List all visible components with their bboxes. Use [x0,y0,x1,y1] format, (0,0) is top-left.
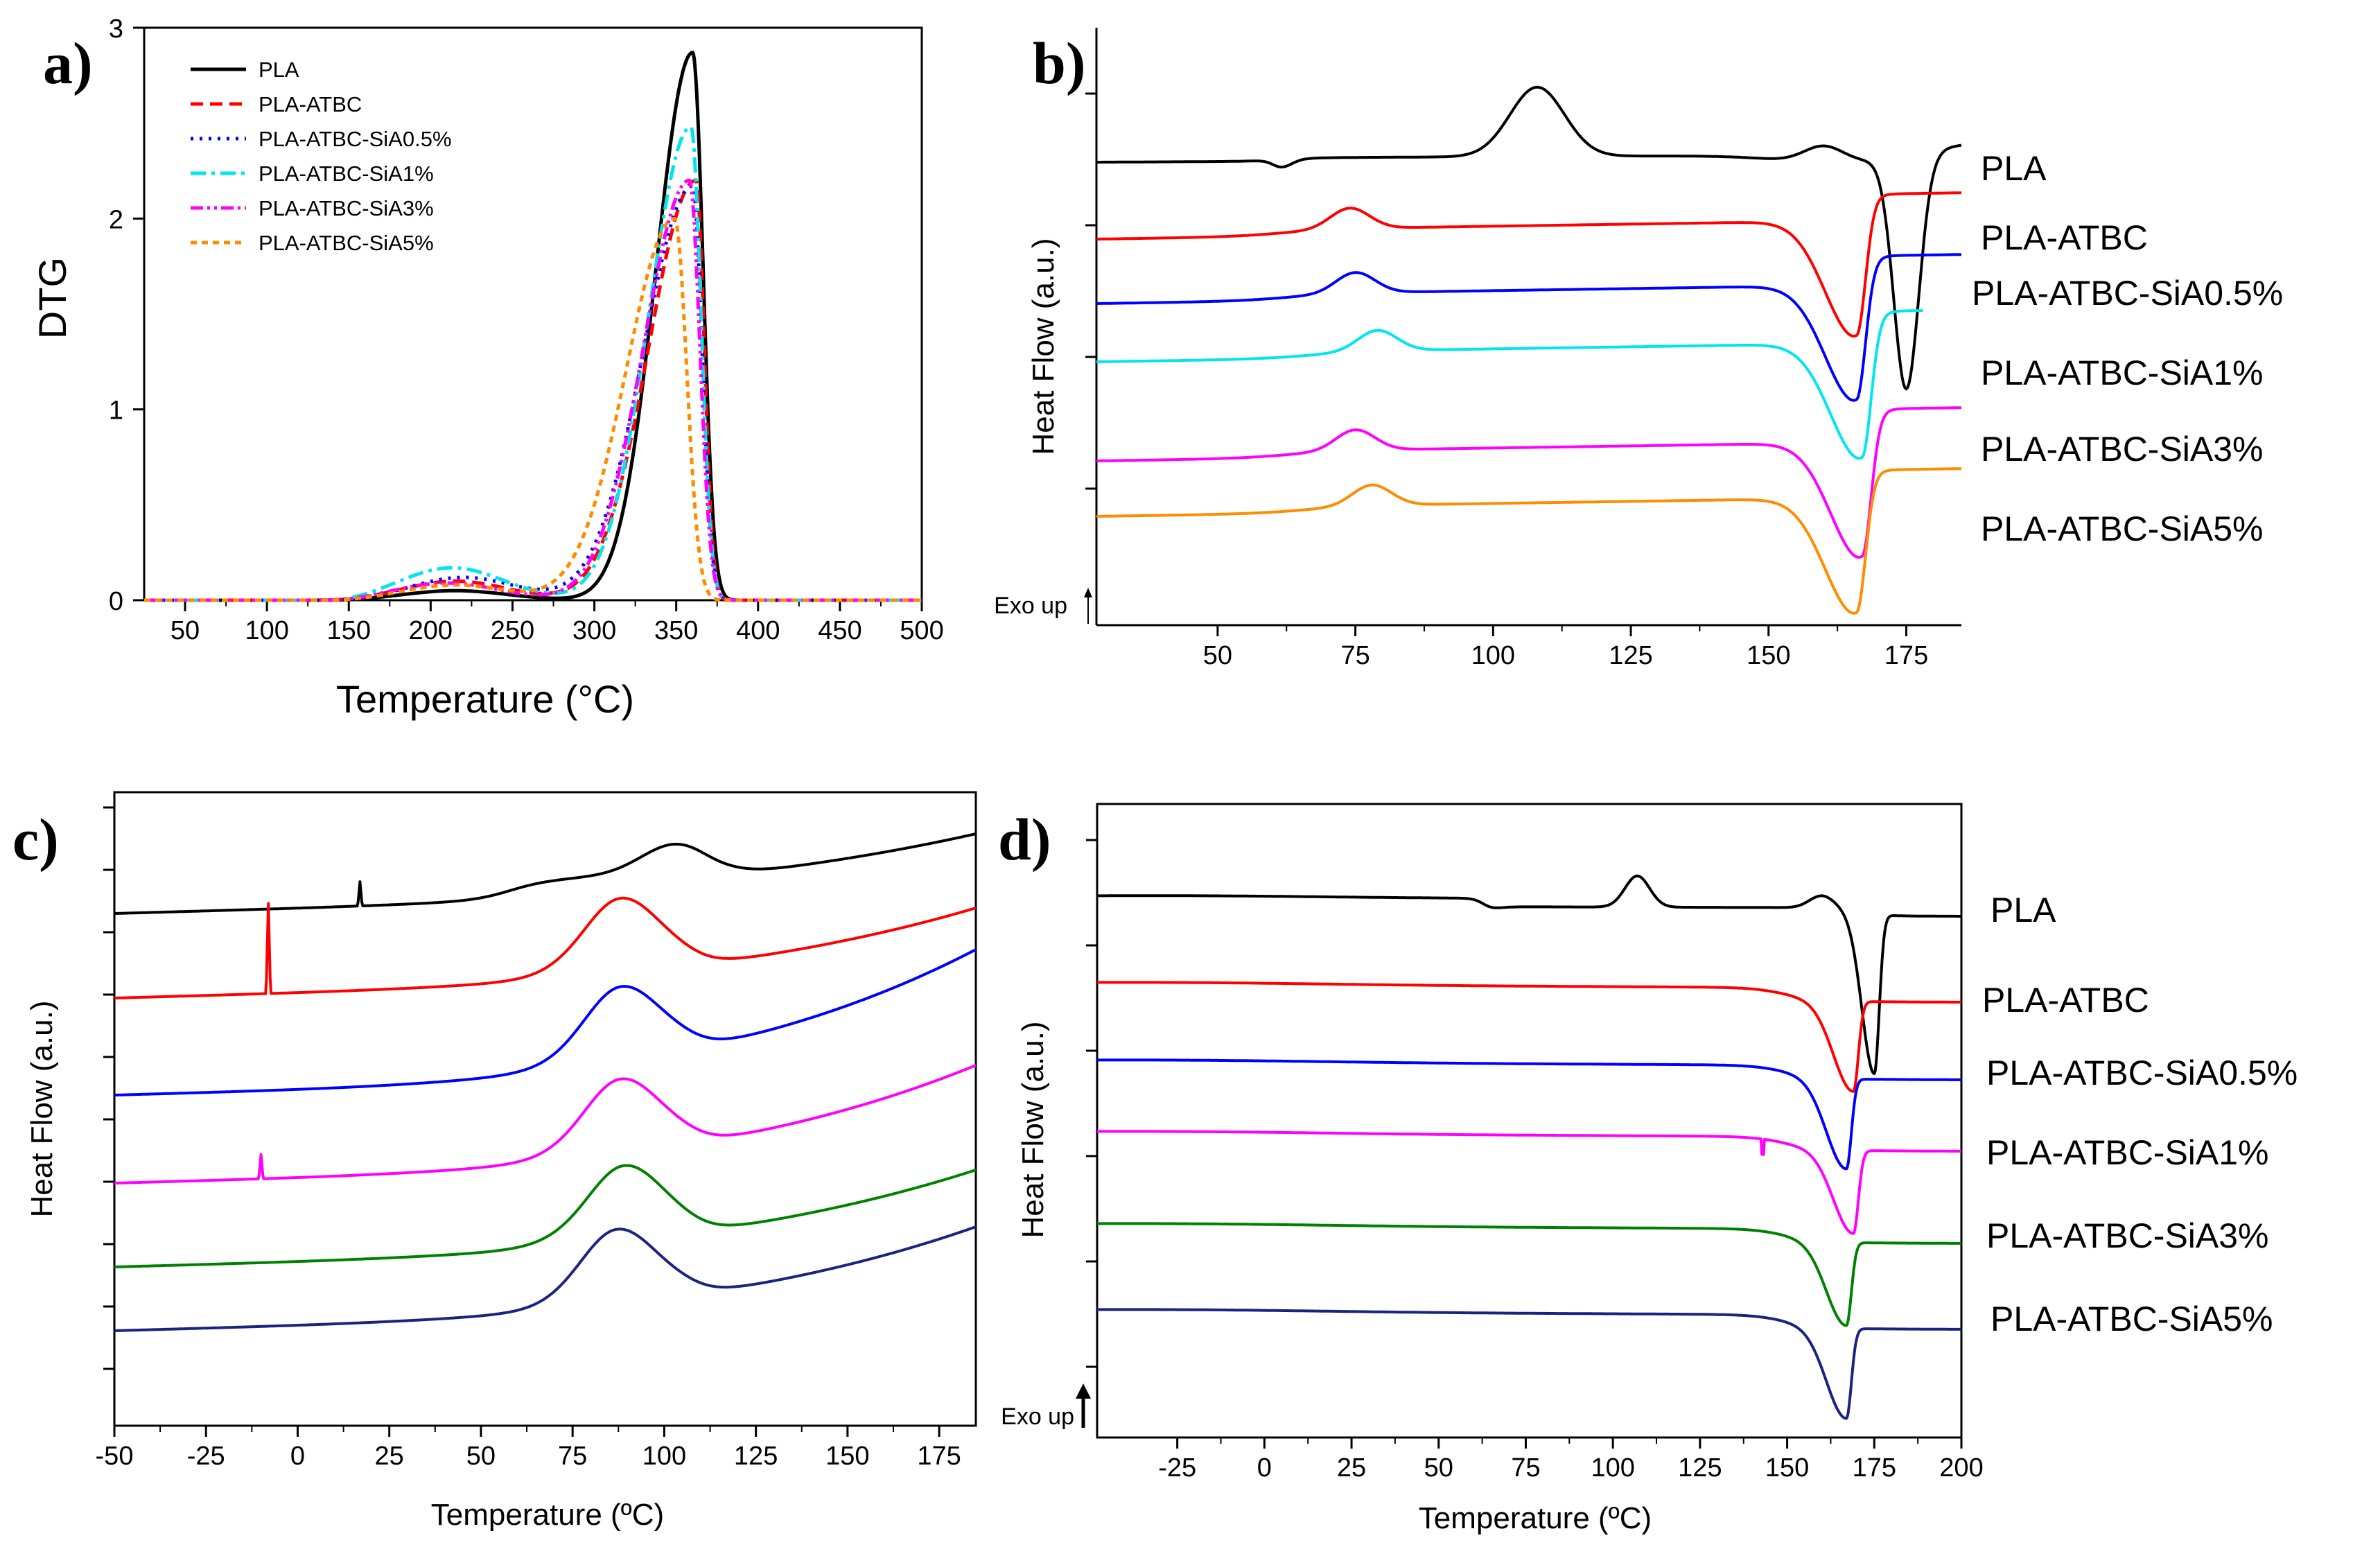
panel-d-series-line [1096,1308,1962,1420]
panel-d-xtick-label: 200 [1939,1453,1983,1483]
panel-d-series-line [1096,1058,1962,1171]
panel-a-xtick-label: 350 [654,616,698,645]
panel-c-series-line [114,1064,977,1185]
panel-a-ytick-label: 1 [109,396,123,426]
panel-c-series-line [114,1164,977,1268]
panel-d-series-line [1096,1222,1962,1327]
panel-d-xtick-label: 175 [1853,1453,1896,1483]
panel-a-frame [143,26,923,602]
panel-b-series-line [1096,191,1961,338]
panel-d-xtick-label: 0 [1257,1453,1272,1483]
panel-d-curve-label: PLA [1990,891,2056,929]
panel-a-legend-label: PLA-ATBC-SiA3% [259,196,434,220]
panel-a-xlabel: Temperature (°C) [336,677,634,721]
panel-a-legend-label: PLA-ATBC [259,92,362,116]
panel-b-curve-label: PLA-ATBC-SiA3% [1981,430,2264,469]
panel-a-legend-label: PLA [259,58,299,82]
panel-a-xtick-label: 500 [900,616,943,645]
panel-c-series-line [114,948,977,1096]
panel-b-label: b) [1033,30,1085,96]
panel-b-exo-arrowhead [1084,588,1092,597]
panel-b-ylabel: Heat Flow (a.u.) [1026,238,1060,455]
panel-d-frame [1096,803,1963,1439]
panel-b-xtick-label: 125 [1609,641,1652,670]
panel-c-xlabel: Temperature (ºC) [431,1498,664,1532]
panel-a-ylabel: DTG [30,257,74,339]
panel-a-legend-label: PLA-ATBC-SiA1% [259,161,434,186]
panel-d-series-line [1096,874,1962,1075]
panel-c-label: c) [12,806,59,873]
panel-b-xtick-label: 75 [1340,641,1370,670]
panel-c-xtick-label: -25 [187,1442,225,1471]
panel-b-xtick-label: 100 [1471,641,1515,670]
panel-b-xtick-label: 175 [1884,641,1928,670]
panel-a-ytick-label: 3 [109,15,123,44]
panel-b-xtick-label: 50 [1203,641,1232,670]
panel-a-ytick-label: 0 [109,587,123,616]
panel-d-curve-label: PLA-ATBC [1982,981,2149,1020]
panel-a-xtick-label: 300 [572,616,616,645]
panel-d-xlabel: Temperature (ºC) [1419,1501,1652,1535]
panel-b-xtick-label: 150 [1747,641,1790,670]
panel-c-frame [113,791,977,1427]
panel-c-series-line [114,1225,977,1332]
panel-d-xtick-label: 50 [1424,1453,1453,1483]
panel-b-exo-up: Exo up [994,593,1067,619]
panel-d-xtick-label: 100 [1591,1453,1634,1483]
panel-d-exo-up: Exo up [1001,1404,1074,1430]
panel-d-exo-arrowhead [1076,1383,1091,1399]
panel-d-xtick-label: 125 [1678,1453,1722,1483]
panel-b-series-line [1096,253,1961,402]
panel-d-curve-label: PLA-ATBC-SiA1% [1986,1133,2269,1172]
panel-a-ytick-label: 2 [109,205,123,234]
panel-a-xtick-label: 50 [170,616,200,645]
panel-c-xtick-label: 25 [375,1442,404,1471]
panel-d-xtick-label: -25 [1158,1453,1196,1483]
panel-d-series-line [1096,1130,1962,1235]
panel-d-curve-label: PLA-ATBC-SiA3% [1986,1216,2269,1255]
panel-a-xtick-label: 150 [327,616,371,645]
panel-a-xtick-label: 450 [818,616,861,645]
panel-c-series-line [114,832,977,915]
panel-a-xtick-label: 400 [736,616,780,645]
panel-c-xtick-label: -50 [96,1442,134,1471]
panel-a-xtick-label: 250 [491,616,534,645]
panel-c-xtick-label: 0 [290,1442,305,1471]
panel-d-label: d) [998,806,1051,873]
panel-d-xtick-label: 150 [1765,1453,1809,1483]
panel-d-curve-label: PLA-ATBC-SiA5% [1990,1300,2273,1338]
panel-b-series-line [1096,467,1961,615]
panel-a-series-line [144,216,922,602]
panel-a-legend-label: PLA-ATBC-SiA0.5% [259,127,452,151]
panel-a-xtick-label: 200 [409,616,453,645]
panel-b-series-line [1096,309,1923,460]
panel-d-series-line [1096,981,1962,1093]
panel-d-xtick-label: 75 [1511,1453,1540,1483]
panel-b-curve-label: PLA-ATBC-SiA5% [1981,509,2264,548]
panel-d-curve-label: PLA-ATBC-SiA0.5% [1986,1054,2298,1092]
panel-c-xtick-label: 100 [642,1442,686,1471]
panel-c-xtick-label: 50 [466,1442,496,1471]
panel-c-xtick-label: 150 [825,1442,869,1471]
panel-a-xtick-label: 100 [245,616,288,645]
panel-c-ylabel: Heat Flow (a.u.) [25,1001,59,1218]
panel-a-label: a) [43,30,93,96]
panel-b-curve-label: PLA-ATBC-SiA0.5% [1972,274,2283,313]
panel-b-series-line [1096,85,1962,391]
panel-b-curve-label: PLA-ATBC-SiA1% [1981,353,2264,392]
panel-c-xtick-label: 75 [558,1442,587,1471]
panel-a-legend-label: PLA-ATBC-SiA5% [259,231,434,255]
panel-b-series-line [1096,406,1961,559]
panel-d-xtick-label: 25 [1337,1453,1366,1483]
panel-b-curve-label: PLA [1981,149,2047,188]
panel-c-series-line [114,896,977,999]
panel-d-ylabel: Heat Flow (a.u.) [1016,1022,1050,1239]
panel-c-xtick-label: 175 [917,1442,961,1471]
panel-b-curve-label: PLA-ATBC [1981,218,2148,257]
panel-c-xtick-label: 125 [734,1442,778,1471]
